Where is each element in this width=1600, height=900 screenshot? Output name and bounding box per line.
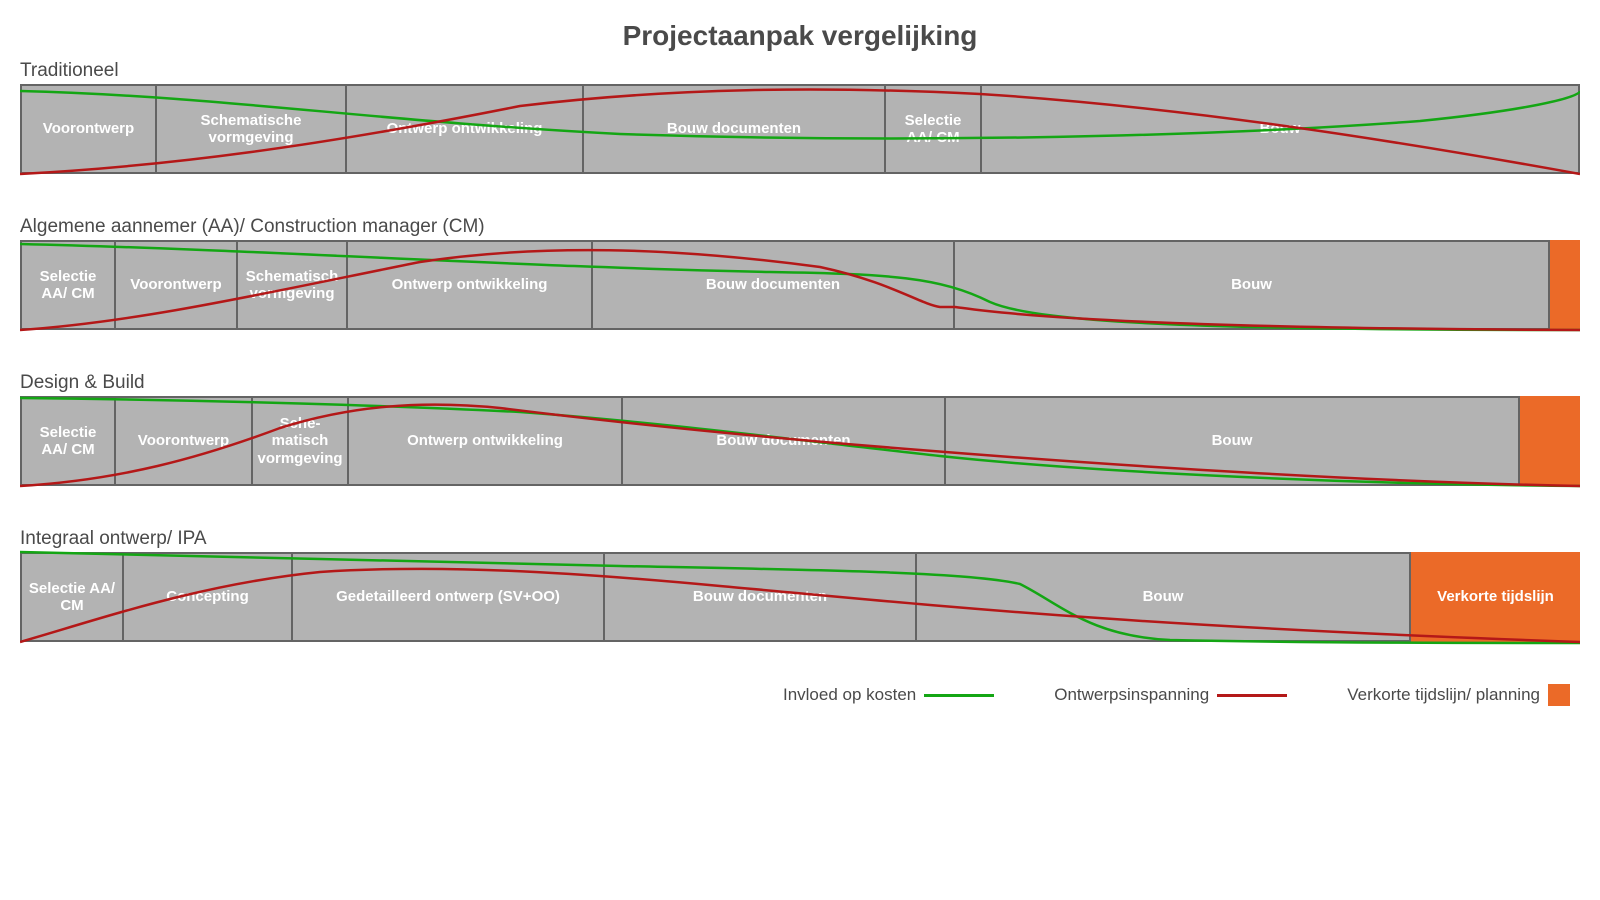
phase-cell: Bouw documenten xyxy=(584,84,886,174)
legend-cost: Invloed op kosten xyxy=(783,685,994,705)
row-label: Integraal ontwerp/ IPA xyxy=(20,528,1590,550)
row-3: Integraal ontwerp/ IPA Selectie AA/ CM Con… xyxy=(10,528,1590,642)
phase-label: Ontwerp ontwikkeling xyxy=(387,120,543,137)
legend-cost-label: Invloed op kosten xyxy=(783,685,916,705)
row-label: Traditioneel xyxy=(20,60,1590,82)
phase-cell: Bouw xyxy=(982,84,1580,174)
phase-label: Ontwerp ontwikkeling xyxy=(392,276,548,293)
phase-cell: Ontwerp ontwikkeling xyxy=(348,240,593,330)
phase-row: Selectie AA/ CM Voorontwerp Sche­matisch v… xyxy=(20,240,1580,330)
phase-label: Selectie AA/ CM xyxy=(28,424,108,459)
phase-cell: Selectie AA/ CM xyxy=(886,84,982,174)
phase-cell: Schematische vormgeving xyxy=(157,84,347,174)
rows-container: Traditioneel Voorontwerp Schematische vorm… xyxy=(10,60,1590,642)
phase-label: Voorontwerp xyxy=(138,432,229,449)
phase-label: Bouw xyxy=(1231,276,1272,293)
phase-cell: Bouw documenten xyxy=(605,552,917,642)
legend-shortened: Verkorte tijdslijn/ planning xyxy=(1347,684,1570,706)
phase-cell: Bouw xyxy=(917,552,1411,642)
phase-cell: Bouw xyxy=(955,240,1550,330)
phase-cell xyxy=(1550,240,1580,330)
phase-label: Ontwerp ontwikkeling xyxy=(407,432,563,449)
phase-label: Schematische vormgeving xyxy=(163,112,339,147)
legend-cost-line xyxy=(924,694,994,697)
page-title: Projectaanpak vergelijking xyxy=(10,20,1590,52)
phase-label: Voorontwerp xyxy=(43,120,134,137)
phase-label: Bouw documenten xyxy=(667,120,801,137)
phase-label: Bouw xyxy=(1212,432,1253,449)
phase-cell xyxy=(1520,396,1580,486)
legend: Invloed op kosten Ontwerpsinspanning Ver… xyxy=(30,684,1570,706)
row-0: Traditioneel Voorontwerp Schematische vorm… xyxy=(10,60,1590,174)
phase-cell: Concepting xyxy=(124,552,293,642)
phase-label: Voorontwerp xyxy=(130,276,221,293)
phase-label: Selectie AA/ CM xyxy=(28,580,116,615)
phase-label: Sche­matisch vormgeving xyxy=(258,415,343,467)
phase-cell: Verkorte tijdslijn xyxy=(1411,552,1580,642)
phase-row: Selectie AA/ CM Voorontwerp Sche­matisch v… xyxy=(20,396,1580,486)
row-2: Design & Build Selectie AA/ CM Voorontwerp… xyxy=(10,372,1590,486)
phase-label: Selectie AA/ CM xyxy=(28,268,108,303)
phase-cell: Sche­matisch vormgeving xyxy=(238,240,348,330)
phase-cell: Sche­matisch vormgeving xyxy=(253,396,349,486)
legend-effort-label: Ontwerpsinspanning xyxy=(1054,685,1209,705)
phase-cell: Ontwerp ontwikkeling xyxy=(347,84,584,174)
phase-cell: Voorontwerp xyxy=(20,84,157,174)
phase-label: Selectie AA/ CM xyxy=(892,112,974,147)
legend-effort: Ontwerpsinspanning xyxy=(1054,685,1287,705)
phase-label: Bouw documenten xyxy=(693,588,827,605)
phase-cell: Gedetailleerd ontwerp (SV+OO) xyxy=(293,552,605,642)
phase-label: Concepting xyxy=(166,588,249,605)
phase-label: Gedetailleerd ontwerp (SV+OO) xyxy=(336,588,560,605)
phase-label: Bouw xyxy=(1260,120,1301,137)
phase-cell: Voorontwerp xyxy=(116,396,253,486)
phase-cell: Selectie AA/ CM xyxy=(20,240,116,330)
legend-effort-line xyxy=(1217,694,1287,697)
phase-cell: Ontwerp ontwikkeling xyxy=(349,396,623,486)
phase-cell: Bouw xyxy=(946,396,1520,486)
legend-shortened-box xyxy=(1548,684,1570,706)
phase-cell: Voorontwerp xyxy=(116,240,238,330)
legend-shortened-label: Verkorte tijdslijn/ planning xyxy=(1347,685,1540,705)
phase-cell: Selectie AA/ CM xyxy=(20,396,116,486)
phase-label: Sche­matisch vormgeving xyxy=(244,268,340,303)
row-label: Algemene aannemer (AA)/ Construction man… xyxy=(20,216,1590,238)
phase-cell: Selectie AA/ CM xyxy=(20,552,124,642)
phase-row: Voorontwerp Schematische vormgeving Ontwer… xyxy=(20,84,1580,174)
phase-label: Bouw xyxy=(1143,588,1184,605)
phase-label: Bouw documenten xyxy=(716,432,850,449)
row-1: Algemene aannemer (AA)/ Construction man… xyxy=(10,216,1590,330)
phase-cell: Bouw documenten xyxy=(623,396,946,486)
row-label: Design & Build xyxy=(20,372,1590,394)
phase-cell: Bouw documenten xyxy=(593,240,955,330)
phase-row: Selectie AA/ CM Concepting Gedetailleerd o… xyxy=(20,552,1580,642)
phase-label: Bouw documenten xyxy=(706,276,840,293)
phase-label: Verkorte tijdslijn xyxy=(1437,588,1554,605)
